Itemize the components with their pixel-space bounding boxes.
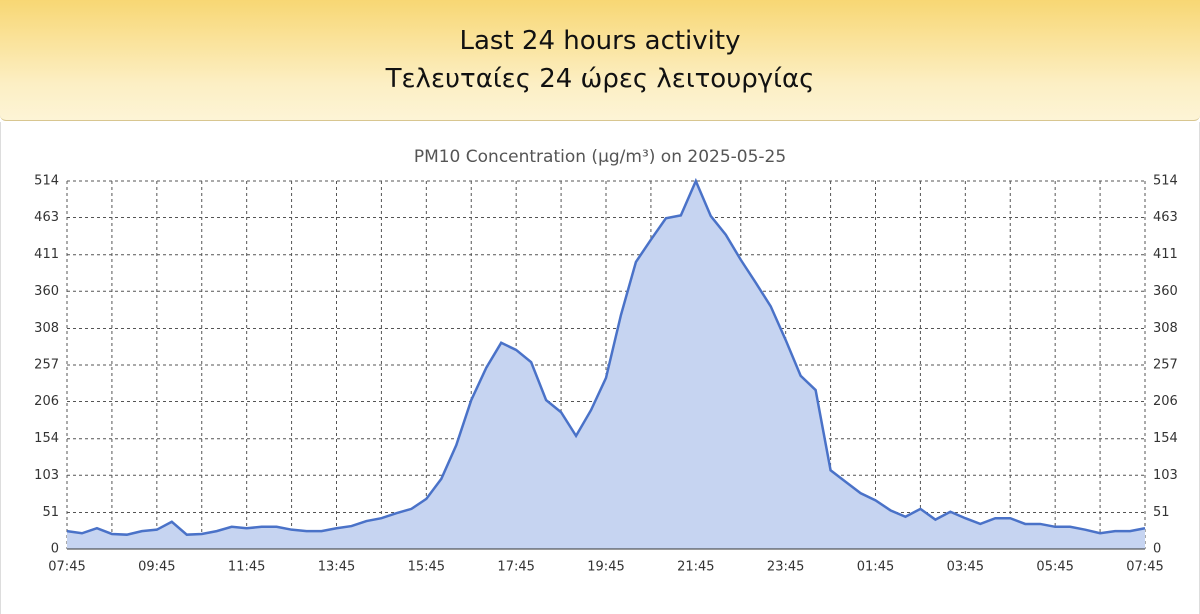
y-tick-label: 360 — [34, 284, 59, 299]
x-tick-label: 01:45 — [857, 560, 894, 575]
y2-tick-label: 411 — [1153, 247, 1178, 262]
y2-tick-label: 51 — [1153, 505, 1170, 520]
x-tick-label: 09:45 — [138, 560, 175, 575]
y2-tick-label: 206 — [1153, 394, 1178, 409]
header-title: Last 24 hours activity — [459, 26, 741, 56]
y-tick-label: 154 — [34, 431, 59, 446]
header: Last 24 hours activity Τελευταίες 24 ώρε… — [0, 0, 1200, 121]
x-tick-label: 23:45 — [767, 560, 804, 575]
y2-tick-label: 463 — [1153, 210, 1178, 225]
y-tick-label: 308 — [34, 321, 59, 336]
chart-title: PM10 Concentration (μg/m³) on 2025-05-25 — [414, 147, 786, 167]
x-tick-label: 07:45 — [1126, 560, 1163, 575]
y2-tick-label: 103 — [1153, 468, 1178, 483]
x-tick-label: 11:45 — [228, 560, 265, 575]
y-tick-label: 257 — [34, 358, 59, 373]
x-tick-label: 15:45 — [408, 560, 445, 575]
y-tick-label: 103 — [34, 468, 59, 483]
header-subtitle: Τελευταίες 24 ώρες λειτουργίας — [385, 64, 815, 94]
line — [66, 177, 1146, 536]
x-tick-label: 03:45 — [947, 560, 984, 575]
y2-tick-label: 360 — [1153, 284, 1178, 299]
x-tick-label: 07:45 — [48, 560, 85, 575]
area-fill — [67, 181, 1145, 549]
y-tick-label: 206 — [34, 394, 59, 409]
x-tick-label: 17:45 — [497, 560, 534, 575]
x-tick-label: 13:45 — [318, 560, 355, 575]
y-tick-label: 463 — [34, 210, 59, 225]
x-tick-label: 05:45 — [1036, 560, 1073, 575]
y2-tick-label: 257 — [1153, 358, 1178, 373]
y-tick-label: 51 — [42, 505, 59, 520]
x-tick-label: 21:45 — [677, 560, 714, 575]
y2-tick-label: 154 — [1153, 431, 1178, 446]
y2-tick-label: 0 — [1153, 542, 1161, 557]
y-tick-label: 0 — [51, 542, 59, 557]
y2-tick-label: 308 — [1153, 321, 1178, 336]
x-tick-label: 19:45 — [587, 560, 624, 575]
y-tick-label: 411 — [34, 247, 59, 262]
y-tick-label: 514 — [34, 174, 59, 189]
y2-tick-label: 514 — [1153, 174, 1178, 189]
